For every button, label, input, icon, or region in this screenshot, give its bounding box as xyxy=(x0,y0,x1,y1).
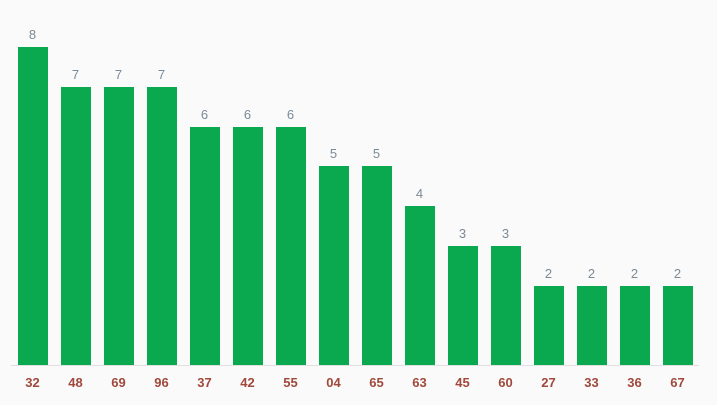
bar[interactable] xyxy=(662,285,693,365)
bar-value-label: 7 xyxy=(71,66,80,82)
bar[interactable] xyxy=(490,245,521,365)
bar-column: 4 xyxy=(398,0,441,365)
bar-value-label: 6 xyxy=(243,106,252,122)
bar-column: 3 xyxy=(441,0,484,365)
x-axis-label: 55 xyxy=(283,375,298,390)
bar[interactable] xyxy=(60,86,91,365)
bar-value-label: 2 xyxy=(673,265,682,281)
x-axis-label: 65 xyxy=(369,375,384,390)
x-axis-label: 63 xyxy=(412,375,427,390)
bar-value-label: 8 xyxy=(28,27,37,42)
x-axis-label: 36 xyxy=(627,375,642,390)
bar-value-label: 2 xyxy=(630,265,639,281)
x-axis-labels: 32 48 69 96 37 42 55 04 65 63 45 60 27 33 36 67 xyxy=(11,366,699,390)
bar-value-label: 3 xyxy=(501,225,510,241)
bar-value-label: 4 xyxy=(415,186,424,201)
bar-value-label: 7 xyxy=(114,66,123,82)
bar-column: 6 xyxy=(269,0,312,365)
x-axis-label: 45 xyxy=(455,375,470,390)
bar[interactable] xyxy=(189,126,220,365)
bar[interactable] xyxy=(103,86,134,365)
bar[interactable] xyxy=(447,245,478,365)
x-axis-label: 32 xyxy=(25,375,40,390)
bar[interactable] xyxy=(404,206,435,365)
bar-column: 6 xyxy=(226,0,269,365)
bar[interactable] xyxy=(275,126,306,365)
bar[interactable] xyxy=(533,285,564,365)
x-axis-label: 37 xyxy=(197,375,212,390)
bar-column: 8 xyxy=(11,0,54,365)
bar-column: 2 xyxy=(613,0,656,365)
bar-column: 6 xyxy=(183,0,226,365)
bar-column: 5 xyxy=(312,0,355,365)
x-axis-label: 04 xyxy=(326,375,341,390)
bar[interactable] xyxy=(146,86,177,365)
bar-column: 7 xyxy=(54,0,97,365)
x-axis-label: 42 xyxy=(240,375,255,390)
bar[interactable] xyxy=(361,166,392,365)
bar-column: 7 xyxy=(140,0,183,365)
x-axis-label: 33 xyxy=(584,375,599,390)
bar-value-label: 6 xyxy=(200,106,209,122)
bar-value-label: 7 xyxy=(157,66,166,82)
bar-value-label: 5 xyxy=(329,146,338,162)
x-axis-label: 67 xyxy=(670,375,685,390)
bar[interactable] xyxy=(232,126,263,365)
bar-column: 5 xyxy=(355,0,398,365)
bar[interactable] xyxy=(576,285,607,365)
bar-column: 2 xyxy=(527,0,570,365)
bar[interactable] xyxy=(619,285,650,365)
x-axis-label: 27 xyxy=(541,375,556,390)
x-axis-label: 69 xyxy=(111,375,126,390)
bar-value-label: 2 xyxy=(544,265,553,281)
x-axis-label: 48 xyxy=(68,375,83,390)
bar-column: 2 xyxy=(570,0,613,365)
bar-value-label: 5 xyxy=(372,146,381,162)
bar[interactable] xyxy=(318,166,349,365)
bar-column: 7 xyxy=(97,0,140,365)
bar-column: 3 xyxy=(484,0,527,365)
x-axis-label: 96 xyxy=(154,375,169,390)
x-axis-label: 60 xyxy=(498,375,513,390)
bar-value-label: 2 xyxy=(587,265,596,281)
bar-value-label: 3 xyxy=(458,225,467,241)
bar[interactable] xyxy=(17,47,48,365)
bar-column: 2 xyxy=(656,0,699,365)
plot-area: 8 7 7 7 6 6 6 5 5 4 3 3 2 2 2 2 xyxy=(11,0,699,366)
bar-value-label: 6 xyxy=(286,106,295,122)
